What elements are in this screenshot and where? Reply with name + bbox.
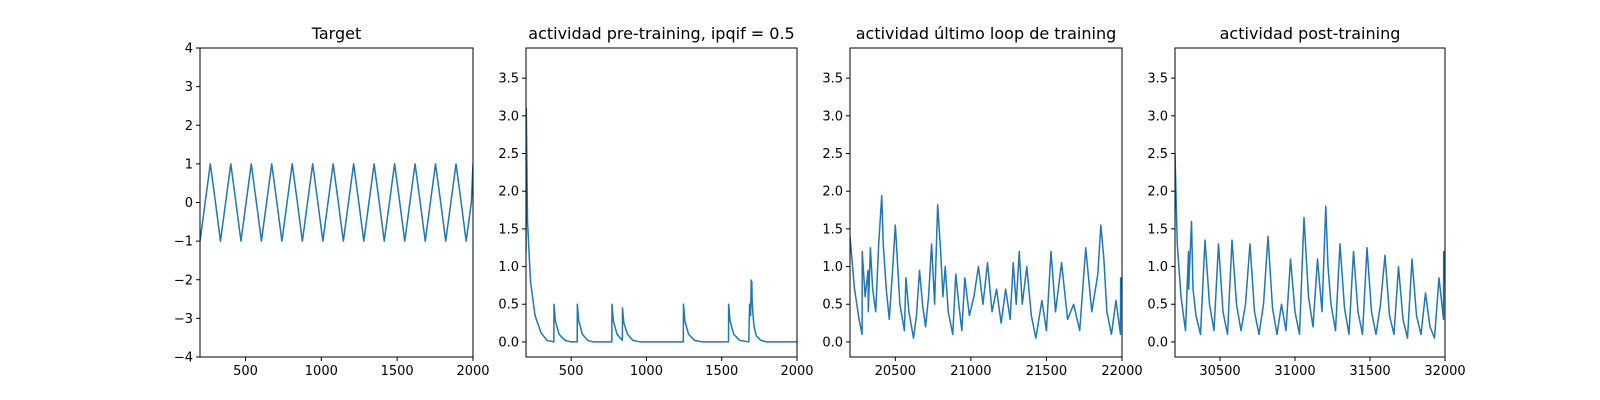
- y-tick-label: 1: [185, 157, 193, 172]
- axes-frame: [1174, 47, 1446, 358]
- y-tick-label: −2: [174, 273, 193, 288]
- y-tick-label: 1.5: [498, 222, 519, 237]
- x-tick-label: 20500: [875, 364, 916, 379]
- y-tick-label: 0.5: [498, 298, 519, 313]
- y-tick-label: 2.0: [498, 185, 519, 200]
- series-line: [1175, 153, 1445, 339]
- axes-frame: [525, 47, 798, 358]
- series-line: [200, 163, 473, 242]
- y-tick-label: −3: [174, 312, 193, 327]
- y-tick-label: 2.0: [1147, 185, 1168, 200]
- y-tick-label: 0.0: [822, 335, 843, 350]
- y-tick-label: 3: [185, 80, 193, 95]
- series-line: [526, 107, 797, 343]
- y-tick-label: 0.0: [498, 335, 519, 350]
- x-tick-label: 30500: [1199, 364, 1240, 379]
- panel-2: actividad pre-training, ipqif = 0.5 500 10…: [498, 24, 813, 379]
- y-tick-label: 0: [185, 196, 193, 211]
- x-tick-label: 500: [559, 364, 584, 379]
- axes-frame: [199, 47, 474, 358]
- y-tick-label: 1.5: [1147, 222, 1168, 237]
- y-tick-label: 2.5: [498, 147, 519, 162]
- y-tick-label: 3.0: [498, 109, 519, 124]
- y-tick-label: 3.5: [498, 72, 519, 87]
- panel-title: actividad pre-training, ipqif = 0.5: [528, 24, 794, 43]
- x-tick-label: 21500: [1026, 364, 1067, 379]
- x-tick-label: 31500: [1349, 364, 1390, 379]
- y-tick-label: −4: [174, 351, 193, 366]
- y-tick-label: 3.5: [1147, 72, 1168, 87]
- panel-title: actividad post-training: [1220, 24, 1401, 43]
- panel-1: Target 500 1000 1500 2000 −4 −3 −2 −1 0 1 2 3 4: [174, 24, 490, 379]
- y-tick-label: 0.5: [1147, 298, 1168, 313]
- y-tick-label: 2.0: [822, 185, 843, 200]
- y-tick-label: −1: [174, 235, 193, 250]
- y-tick-label: 3.0: [1147, 109, 1168, 124]
- y-tick-label: 4: [185, 42, 193, 57]
- x-tick-label: 21000: [950, 364, 991, 379]
- panel-title: actividad último loop de training: [856, 24, 1117, 43]
- y-tick-label: 2.5: [1147, 147, 1168, 162]
- x-tick-label: 1500: [381, 364, 414, 379]
- x-tick-label: 2000: [456, 364, 489, 379]
- panel-title: Target: [311, 24, 362, 43]
- axes-frame: [849, 47, 1123, 358]
- y-tick-label: 1.0: [498, 260, 519, 275]
- x-tick-label: 1000: [630, 364, 663, 379]
- panel-4: actividad post-training 30500 31000 31500 32…: [1147, 24, 1465, 379]
- x-tick-label: 1500: [705, 364, 738, 379]
- x-tick-label: 22000: [1101, 364, 1142, 379]
- series-line: [850, 194, 1122, 339]
- x-tick-label: 2000: [780, 364, 813, 379]
- y-tick-label: 2: [185, 119, 193, 134]
- panel-3: actividad último loop de training 20500 21…: [822, 24, 1142, 379]
- y-tick-label: 3.0: [822, 109, 843, 124]
- x-tick-label: 500: [233, 364, 258, 379]
- y-tick-label: 1.5: [822, 222, 843, 237]
- y-tick-label: 1.0: [1147, 260, 1168, 275]
- y-tick-label: 3.5: [822, 72, 843, 87]
- x-tick-label: 1000: [305, 364, 338, 379]
- x-tick-label: 31000: [1274, 364, 1315, 379]
- y-tick-label: 1.0: [822, 260, 843, 275]
- x-tick-label: 32000: [1424, 364, 1465, 379]
- y-tick-label: 0.0: [1147, 335, 1168, 350]
- y-tick-label: 2.5: [822, 147, 843, 162]
- y-tick-label: 0.5: [822, 298, 843, 313]
